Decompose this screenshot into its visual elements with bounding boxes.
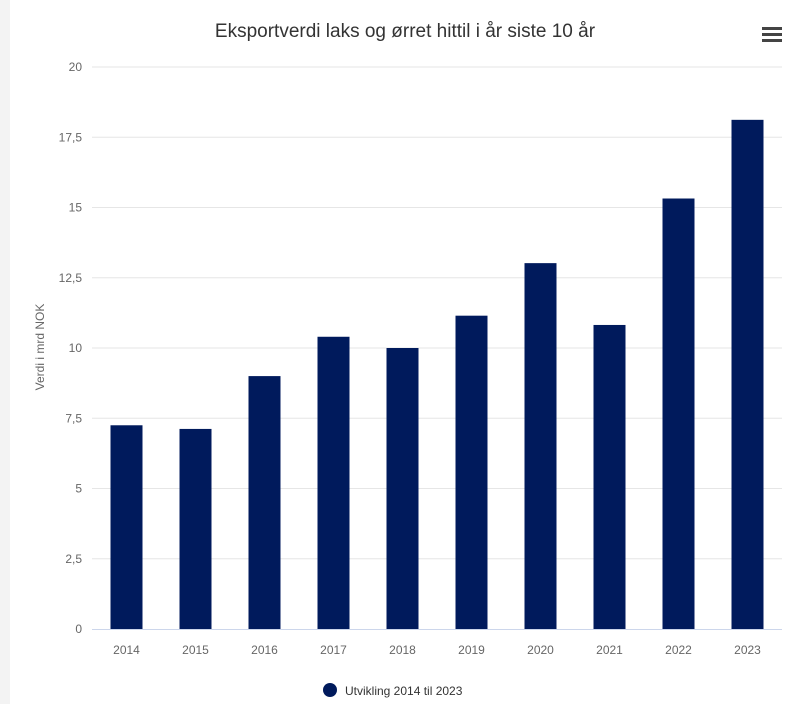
x-tick-label: 2016 [251, 643, 278, 657]
bar-2014[interactable] [110, 425, 143, 629]
y-tick-label: 7,5 [65, 411, 82, 425]
bar-chart: Eksportverdi laks og ørret hittil i år s… [33, 21, 784, 698]
x-tick-label: 2019 [458, 643, 485, 657]
hamburger-menu-icon[interactable] [762, 27, 782, 30]
legend-item-label[interactable]: Utvikling 2014 til 2023 [345, 684, 463, 698]
bar-2023[interactable] [731, 119, 764, 629]
x-tick-label: 2021 [596, 643, 623, 657]
x-tick-label: 2015 [182, 643, 209, 657]
y-tick-label: 0 [75, 622, 82, 636]
x-tick-label: 2014 [113, 643, 140, 657]
bar-2021[interactable] [593, 324, 626, 629]
x-tick-label: 2022 [665, 643, 692, 657]
x-tick-label: 2018 [389, 643, 416, 657]
y-tick-label: 5 [75, 482, 82, 496]
bar-2019[interactable] [455, 315, 488, 629]
y-tick-label: 15 [69, 201, 83, 215]
bar-2018[interactable] [386, 348, 419, 629]
x-tick-label: 2023 [734, 643, 761, 657]
bar-2017[interactable] [317, 336, 350, 629]
bar-2015[interactable] [179, 428, 212, 629]
y-tick-label: 2,5 [65, 552, 82, 566]
y-axis-ticks: 0 2,5 5 7,5 10 12,5 15 17,5 20 [59, 60, 83, 636]
chart-menu-button[interactable] [760, 24, 784, 44]
x-axis-ticks: 2014 2015 2016 2017 2018 2019 2020 2021 2022 2023 [113, 643, 761, 657]
bar-2016[interactable] [248, 376, 281, 629]
y-tick-label: 12,5 [59, 271, 83, 285]
x-tick-label: 2017 [320, 643, 347, 657]
y-axis-label: Verdi i mrd NOK [33, 304, 47, 391]
bar-2022[interactable] [662, 198, 695, 629]
x-tick-label: 2020 [527, 643, 554, 657]
legend[interactable]: Utvikling 2014 til 2023 [323, 683, 463, 698]
y-tick-label: 20 [69, 60, 83, 74]
chart-title: Eksportverdi laks og ørret hittil i år s… [215, 21, 596, 42]
legend-marker [323, 683, 337, 697]
y-tick-label: 10 [69, 341, 83, 355]
chart-container: Eksportverdi laks og ørret hittil i år s… [10, 0, 793, 704]
y-tick-label: 17,5 [59, 130, 83, 144]
bar-2020[interactable] [524, 263, 557, 629]
bars [110, 119, 764, 629]
